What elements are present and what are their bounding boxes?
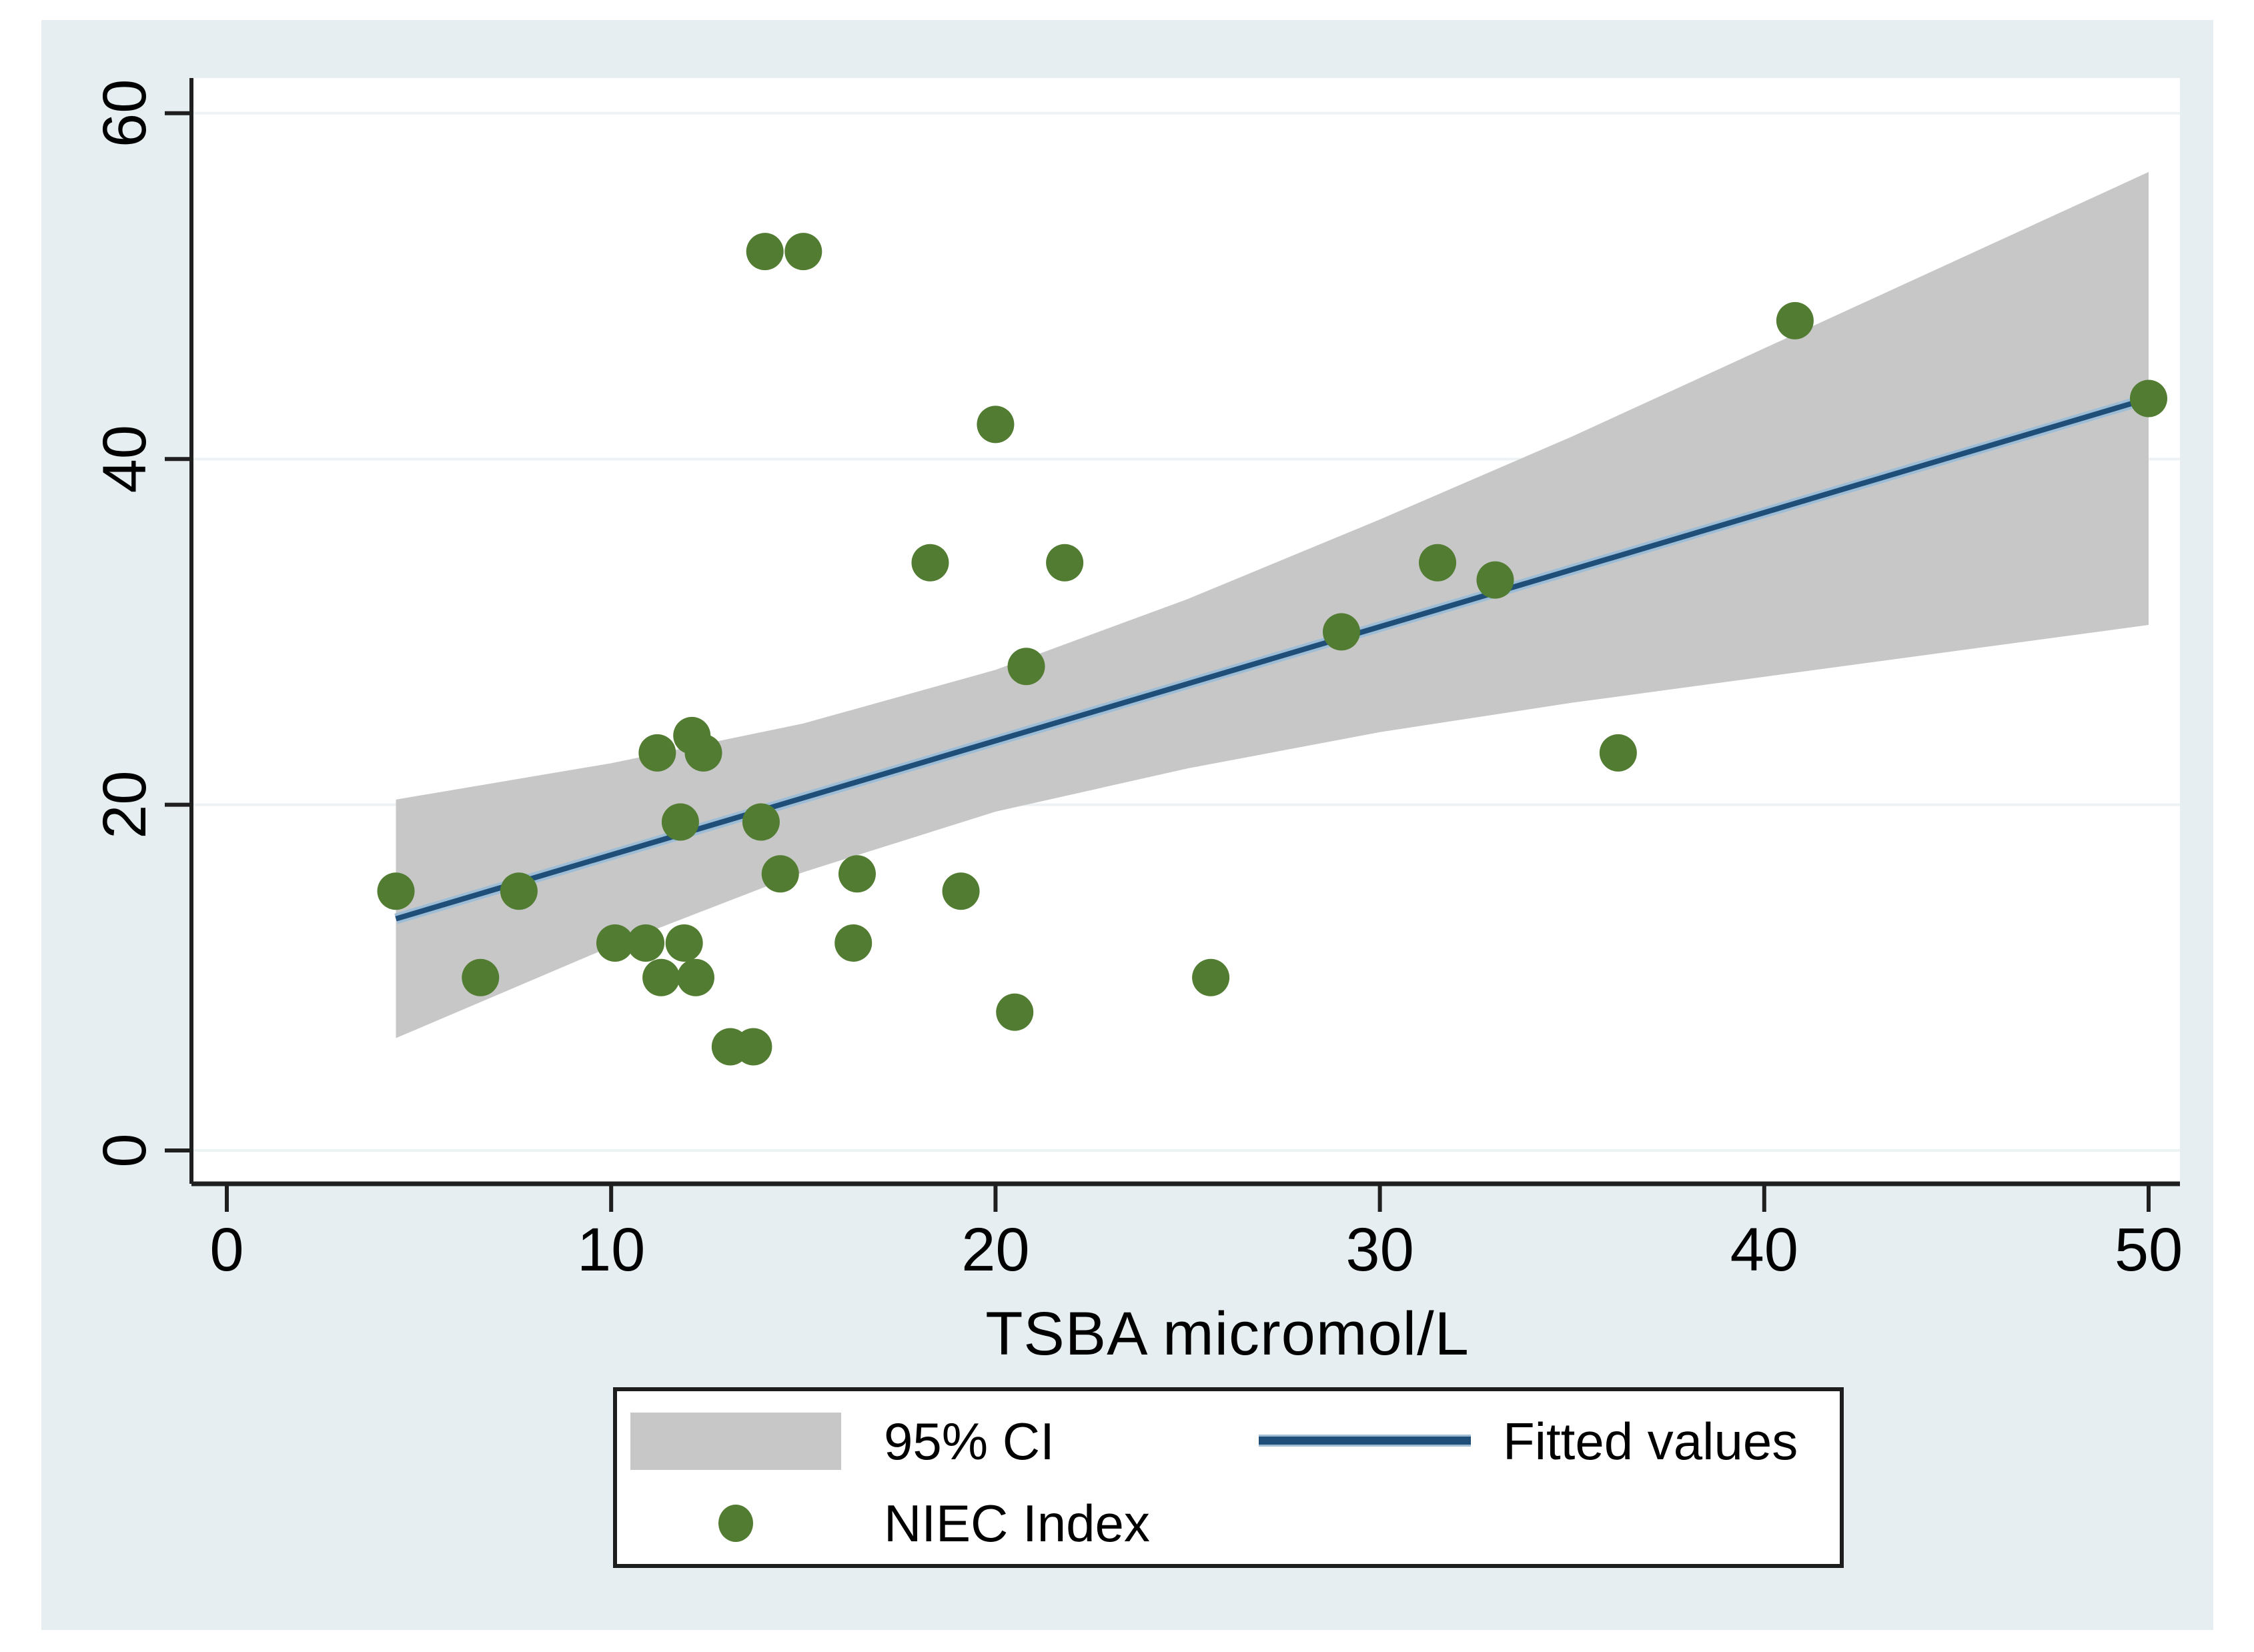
x-axis-title: TSBA micromol/L <box>985 1300 1470 1368</box>
scatter-point <box>734 1028 772 1066</box>
scatter-point <box>838 855 876 893</box>
scatter-point <box>638 734 676 772</box>
y-tick-label: 60 <box>91 79 159 147</box>
plot-svg: 0 20 40 60 0 10 20 30 40 50 <box>91 78 2183 1284</box>
legend: 95% CI Fitted values NIEC Index <box>613 1387 1844 1568</box>
x-tick-label: 10 <box>577 1216 645 1284</box>
scatter-point <box>742 803 780 841</box>
legend-niec-label: NIEC Index <box>884 1494 1150 1553</box>
y-tick-label: 20 <box>91 770 159 838</box>
scatter-point <box>1007 648 1045 686</box>
x-tick-label: 40 <box>1730 1216 1798 1284</box>
scatter-point <box>1419 544 1457 582</box>
scatter-point <box>1192 958 1230 996</box>
legend-fitted-label: Fitted values <box>1503 1412 1798 1471</box>
ci-band-swatch <box>630 1413 841 1470</box>
scatter-point <box>1046 544 1084 582</box>
scatter-point <box>1599 734 1637 772</box>
scatter-point <box>665 924 703 962</box>
x-tick-label: 20 <box>961 1216 1029 1284</box>
legend-ci-label: 95% CI <box>884 1412 1055 1471</box>
scatter-point <box>1476 561 1514 599</box>
scatter-point <box>977 405 1015 444</box>
y-tick-label: 0 <box>91 1133 159 1167</box>
ci-band <box>396 171 2149 1038</box>
scatter-point <box>746 233 784 271</box>
x-tick-label: 30 <box>1345 1216 1414 1284</box>
scatter-point <box>642 958 680 996</box>
y-tick-label: 40 <box>91 425 159 493</box>
scatter-chart: 0 20 40 60 0 10 20 30 40 50 TSBA micromol/L 95% C… <box>41 20 2213 1630</box>
scatter-point <box>834 924 873 962</box>
scatter-point <box>1776 301 1814 339</box>
scatter-point <box>911 544 949 582</box>
scatter-point <box>684 734 722 772</box>
scatter-point <box>627 924 665 962</box>
x-tick-label: 0 <box>209 1216 243 1284</box>
scatter-point <box>784 233 822 271</box>
scatter-point <box>462 958 500 996</box>
scatter-point <box>676 958 714 996</box>
scatter-point <box>596 924 634 962</box>
scatter-point <box>2130 379 2167 418</box>
scatter-point <box>1322 613 1360 651</box>
scatter-point <box>661 803 699 841</box>
scatter-point <box>761 855 799 893</box>
x-tick-label: 50 <box>2115 1216 2183 1284</box>
scatter-point <box>942 872 980 910</box>
scatter-point <box>996 993 1034 1031</box>
niec-point-swatch <box>718 1505 753 1542</box>
scatter-point <box>377 872 415 910</box>
fitted-line-swatch <box>1259 1437 1471 1445</box>
scatter-point <box>500 872 538 910</box>
